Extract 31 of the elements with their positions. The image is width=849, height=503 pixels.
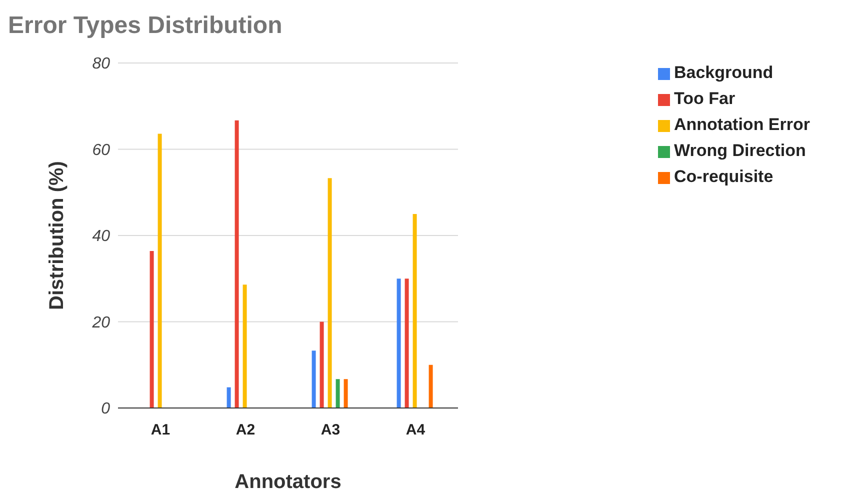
y-tick-label: 80	[92, 56, 110, 73]
y-tick-label: 0	[101, 400, 110, 418]
bar	[404, 278, 409, 408]
bar	[320, 322, 324, 408]
y-axis-title: Distribution (%)	[46, 161, 68, 310]
x-axis-title: Annotators	[234, 471, 342, 493]
y-tick-label: 60	[92, 142, 110, 159]
x-tick-label: A4	[406, 422, 426, 439]
bar	[396, 278, 401, 408]
bar	[242, 284, 247, 408]
bar	[158, 134, 162, 408]
bar	[150, 251, 154, 408]
bar	[328, 178, 332, 408]
x-tick-label: A1	[150, 422, 170, 439]
bar	[344, 379, 348, 408]
bar	[336, 379, 340, 408]
y-tick-label: 20	[91, 314, 110, 332]
x-tick-label: A3	[320, 422, 340, 439]
legend-label: Co-requisite	[674, 167, 774, 186]
bar	[312, 350, 316, 408]
legend-label: Annotation Error	[674, 115, 810, 134]
legend-label: Wrong Direction	[674, 141, 806, 160]
chart-title: Error Types Distribution	[8, 12, 282, 40]
bar	[226, 387, 231, 408]
bar	[412, 214, 417, 408]
legend-label: Too Far	[674, 89, 736, 108]
legend-label: Background	[674, 63, 774, 82]
y-tick-label: 40	[92, 228, 110, 246]
x-tick-label: A2	[236, 422, 256, 439]
bar	[234, 120, 239, 408]
bar	[428, 364, 433, 408]
